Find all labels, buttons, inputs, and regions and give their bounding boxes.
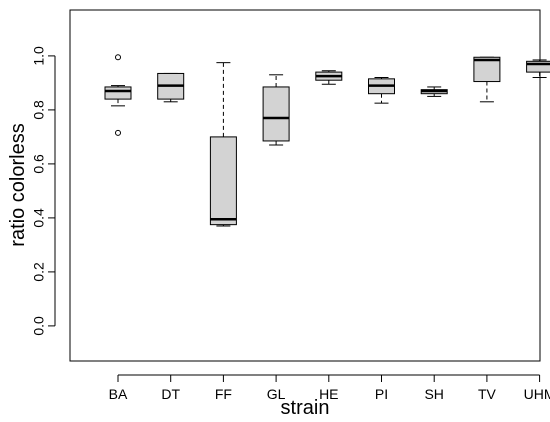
x-tick-label: FF — [215, 386, 232, 402]
y-tick-label: 0.8 — [31, 100, 47, 120]
x-tick-label: SH — [424, 386, 443, 402]
box-iqr — [262, 86, 290, 142]
box-ba — [104, 54, 132, 136]
x-tick-label: TV — [478, 386, 497, 402]
y-axis: 0.0 0.2 0.4 0.6 0.8 1.0 — [31, 46, 56, 336]
outlier-point — [115, 129, 121, 136]
y-tick-label: 0.0 — [31, 316, 47, 336]
x-tick-label: DT — [161, 386, 180, 402]
box-iqr — [526, 60, 550, 73]
y-tick-label: 1.0 — [31, 46, 47, 66]
y-tick-label: 0.2 — [31, 262, 47, 282]
x-axis-title: strain — [281, 397, 330, 419]
box-he — [315, 70, 343, 85]
box-sh — [420, 86, 448, 97]
x-axis: BA DT FF GL HE PI SH TV UHM — [109, 374, 550, 402]
box-uhm — [526, 59, 550, 78]
x-tick-label: UHM — [524, 386, 550, 402]
box-iqr — [473, 56, 501, 83]
box-iqr — [209, 136, 237, 226]
box-gl — [262, 74, 290, 146]
y-tick-label: 0.4 — [31, 208, 47, 228]
y-tick-label: 0.6 — [31, 154, 47, 174]
box-pi — [368, 77, 395, 104]
x-tick-label: HE — [319, 386, 338, 402]
y-axis-title: ratio colorless — [7, 123, 29, 246]
boxes-layer — [104, 54, 550, 227]
box-ff — [209, 62, 237, 227]
outlier-point — [115, 54, 121, 61]
plot-frame — [69, 9, 541, 362]
x-tick-label: BA — [109, 386, 128, 402]
x-tick-label: GL — [267, 386, 286, 402]
x-tick-label: PI — [375, 386, 388, 402]
box-dt — [157, 72, 185, 103]
box-iqr — [104, 86, 132, 100]
box-tv — [473, 56, 501, 103]
